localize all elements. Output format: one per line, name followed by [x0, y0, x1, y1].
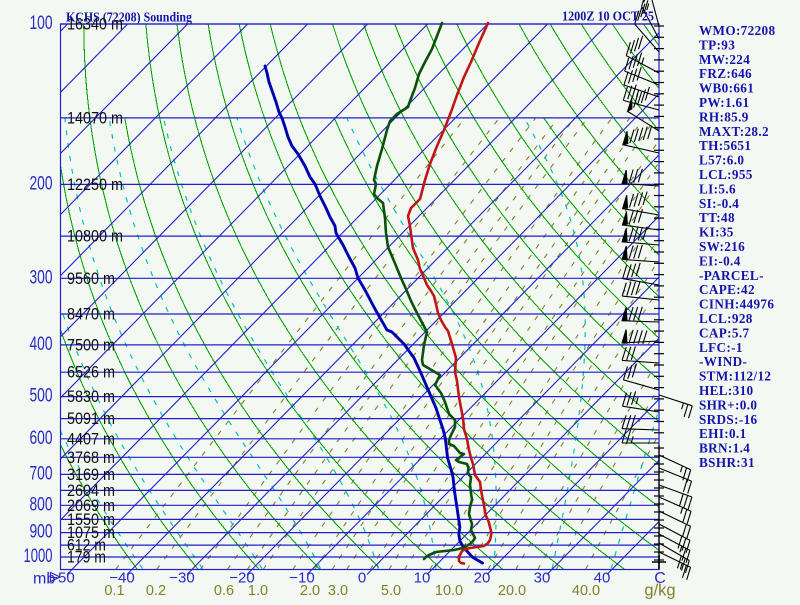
svg-text:5091 m: 5091 m — [67, 409, 115, 428]
svg-text:0.1: 0.1 — [104, 583, 124, 599]
svg-text:20: 20 — [474, 570, 491, 587]
svg-text:KI:35: KI:35 — [699, 225, 734, 240]
svg-text:FRZ:646: FRZ:646 — [699, 66, 752, 81]
svg-text:40: 40 — [594, 570, 611, 587]
svg-text:2604 m: 2604 m — [67, 481, 115, 500]
svg-text:TT:48: TT:48 — [699, 210, 735, 225]
svg-text:12250 m: 12250 m — [67, 175, 123, 194]
svg-text:14070 m: 14070 m — [67, 108, 123, 127]
svg-text:2.0: 2.0 — [300, 583, 320, 599]
svg-text:2069 m: 2069 m — [67, 496, 115, 515]
svg-text:−10: −10 — [289, 570, 314, 587]
svg-text:CINH:44976: CINH:44976 — [699, 297, 774, 312]
svg-text:3169 m: 3169 m — [67, 465, 115, 484]
svg-text:179 m: 179 m — [67, 548, 106, 567]
svg-text:-WIND-: -WIND- — [699, 354, 747, 369]
svg-text:1075 m: 1075 m — [67, 523, 115, 542]
svg-text:10800 m: 10800 m — [67, 227, 123, 246]
svg-text:SRDS:-16: SRDS:-16 — [699, 412, 758, 427]
svg-text:LFC:-1: LFC:-1 — [699, 340, 743, 355]
svg-text:200: 200 — [30, 173, 53, 194]
svg-text:40.0: 40.0 — [572, 583, 600, 599]
svg-text:LI:5.6: LI:5.6 — [699, 181, 736, 196]
svg-text:HEL:310: HEL:310 — [699, 383, 754, 398]
svg-text:8470 m: 8470 m — [67, 304, 115, 323]
svg-text:WB0:661: WB0:661 — [699, 81, 754, 96]
svg-text:−40: −40 — [109, 570, 134, 587]
svg-text:700: 700 — [30, 463, 53, 484]
svg-text:EHI:0.1: EHI:0.1 — [699, 426, 747, 441]
svg-text:SHR+:0.0: SHR+:0.0 — [699, 397, 757, 412]
svg-text:C: C — [654, 570, 666, 587]
svg-text:WMO:72208: WMO:72208 — [699, 23, 775, 38]
svg-text:30: 30 — [534, 570, 551, 587]
svg-text:5830 m: 5830 m — [67, 387, 115, 406]
svg-text:10.0: 10.0 — [435, 583, 463, 599]
svg-text:1200Z 10 OCT 25: 1200Z 10 OCT 25 — [562, 10, 654, 25]
svg-text:1550 m: 1550 m — [67, 510, 115, 529]
svg-text:MW:224: MW:224 — [699, 52, 750, 67]
svg-text:KCHS (72208) Sounding: KCHS (72208) Sounding — [66, 10, 192, 25]
svg-text:16340 m: 16340 m — [67, 15, 123, 34]
svg-text:4407 m: 4407 m — [67, 429, 115, 448]
svg-text:-PARCEL-: -PARCEL- — [699, 268, 764, 283]
svg-text:−20: −20 — [229, 570, 254, 587]
svg-text:LCL:955: LCL:955 — [699, 167, 753, 182]
svg-text:g/kg: g/kg — [644, 582, 675, 600]
svg-text:600: 600 — [30, 428, 53, 449]
svg-text:EI:-0.4: EI:-0.4 — [699, 253, 741, 268]
svg-text:5.0: 5.0 — [381, 583, 401, 599]
svg-text:PW:1.61: PW:1.61 — [699, 95, 749, 110]
svg-text:−30: −30 — [169, 570, 194, 587]
svg-text:400: 400 — [30, 334, 53, 355]
svg-text:9560 m: 9560 m — [67, 269, 115, 288]
svg-text:612 m: 612 m — [67, 536, 106, 555]
svg-text:SW:216: SW:216 — [699, 239, 745, 254]
svg-text:900: 900 — [30, 522, 53, 543]
svg-text:20.0: 20.0 — [498, 583, 526, 599]
svg-text:1.0: 1.0 — [248, 583, 268, 599]
svg-text:3.0: 3.0 — [328, 583, 348, 599]
svg-text:CAP:5.7: CAP:5.7 — [699, 325, 749, 340]
svg-text:1000: 1000 — [24, 546, 53, 567]
svg-text:BRN:1.4: BRN:1.4 — [699, 441, 750, 456]
svg-text:0.6: 0.6 — [214, 583, 234, 599]
svg-text:−50: −50 — [49, 570, 74, 587]
svg-text:300: 300 — [30, 267, 53, 288]
svg-text:7500 m: 7500 m — [67, 335, 115, 354]
svg-text:0: 0 — [358, 570, 366, 587]
svg-text:STM:112/12: STM:112/12 — [699, 369, 771, 384]
svg-text:LCL:928: LCL:928 — [699, 311, 753, 326]
svg-text:mb: mb — [33, 571, 55, 588]
svg-text:800: 800 — [30, 494, 53, 515]
svg-text:500: 500 — [30, 386, 53, 407]
svg-text:CAPE:42: CAPE:42 — [699, 282, 755, 297]
svg-text:RH:85.9: RH:85.9 — [699, 109, 749, 124]
svg-text:10: 10 — [414, 570, 431, 587]
svg-text:0.2: 0.2 — [146, 583, 166, 599]
svg-text:TP:93: TP:93 — [699, 37, 735, 52]
svg-text:L57:6.0: L57:6.0 — [699, 153, 744, 168]
svg-text:SI:-0.4: SI:-0.4 — [699, 196, 739, 211]
svg-text:3768 m: 3768 m — [67, 448, 115, 467]
svg-text:MAXT:28.2: MAXT:28.2 — [699, 124, 769, 139]
svg-text:100: 100 — [30, 13, 53, 34]
svg-text:6526 m: 6526 m — [67, 363, 115, 382]
svg-text:TH:5651: TH:5651 — [699, 138, 751, 153]
svg-text:BSHR:31: BSHR:31 — [699, 455, 755, 470]
